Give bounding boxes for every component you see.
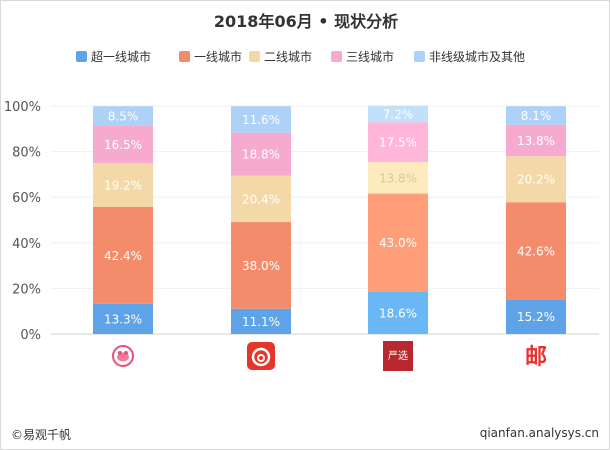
y-tick-label: 80%	[12, 146, 41, 161]
bar-segment	[231, 175, 291, 223]
y-tick-label: 60%	[12, 191, 41, 206]
bar-segment	[368, 162, 428, 194]
bar-segment	[506, 124, 566, 157]
bar-segment	[506, 299, 566, 334]
data-label: 18.8%	[242, 148, 280, 162]
data-label: 17.5%	[379, 136, 417, 150]
pig-app-icon-ear-left	[118, 351, 122, 355]
data-label: 20.2%	[517, 173, 555, 187]
legend-swatch-2	[179, 51, 190, 62]
pig-app-icon-ear-right	[124, 351, 128, 355]
bar-segment	[231, 106, 291, 133]
legend-swatch-3	[249, 51, 260, 62]
data-label: 7.2%	[383, 107, 414, 121]
bar-segment	[93, 207, 153, 304]
data-label: 15.2%	[517, 310, 555, 324]
bar-segment	[368, 105, 428, 123]
data-label: 13.8%	[517, 134, 555, 148]
chart-title: 2018年06月 • 现状分析	[214, 12, 398, 31]
legend-label-3: 二线城市	[264, 49, 312, 64]
bar-segment	[506, 202, 566, 300]
source-url: qianfan.analysys.cn	[479, 426, 599, 440]
bar-segment	[506, 106, 566, 125]
post-app-icon: 邮	[525, 345, 547, 370]
data-label: 16.5%	[104, 138, 142, 152]
bar-segment	[93, 303, 153, 334]
y-tick-label: 100%	[4, 100, 41, 115]
legend-label-2: 一线城市	[194, 49, 242, 64]
legend-label-4: 三线城市	[346, 49, 394, 64]
bar-segment	[368, 122, 428, 163]
data-label: 19.2%	[104, 179, 142, 193]
bar-segment	[93, 106, 153, 126]
data-label: 42.4%	[104, 249, 142, 263]
data-label: 42.6%	[517, 244, 555, 258]
bar-segment	[368, 193, 428, 292]
data-label: 11.1%	[242, 315, 280, 329]
y-tick-label: 0%	[20, 328, 41, 343]
legend-swatch-5	[414, 51, 425, 62]
legend-label-1: 超一线城市	[91, 49, 151, 64]
bar-segment	[93, 163, 153, 208]
netease-music-app-icon-center	[257, 354, 265, 362]
bar-segment	[368, 291, 428, 334]
data-label: 43.0%	[379, 236, 417, 250]
data-label: 13.3%	[104, 312, 142, 326]
data-label: 20.4%	[242, 192, 280, 206]
yanxuan-app-icon	[383, 341, 413, 371]
data-label: 13.8%	[379, 171, 417, 185]
legend-swatch-4	[331, 51, 342, 62]
legend-swatch-1	[76, 51, 87, 62]
yanxuan-app-icon-text: 严选	[388, 349, 408, 362]
copyright-text: ©易观千帆	[11, 428, 72, 442]
bar-segment	[93, 125, 153, 164]
netease-music-app-icon-ring	[251, 347, 271, 367]
bar-segment	[231, 132, 291, 176]
bar-segment	[231, 308, 291, 334]
bar-segment	[231, 222, 291, 309]
data-label: 18.6%	[379, 306, 417, 320]
data-label: 8.1%	[521, 109, 552, 123]
bar-segment	[506, 156, 566, 203]
legend-label-5: 非线级城市及其他	[429, 49, 525, 64]
data-label: 8.5%	[108, 109, 139, 123]
data-label: 11.6%	[242, 113, 280, 127]
y-tick-label: 20%	[12, 282, 41, 297]
y-tick-label: 40%	[12, 237, 41, 252]
data-label: 38.0%	[242, 259, 280, 273]
